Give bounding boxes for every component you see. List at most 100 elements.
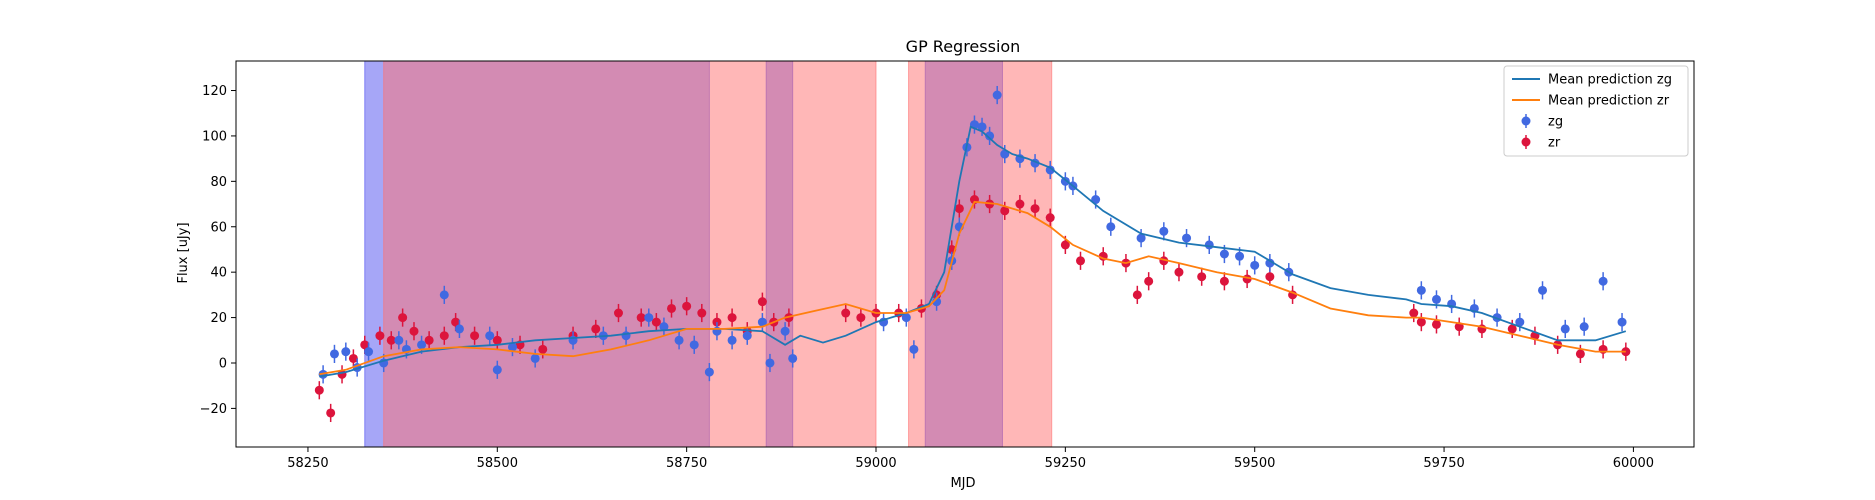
data-point-zg — [1617, 313, 1627, 332]
data-point-zg — [644, 308, 654, 327]
y-axis-label: Flux [uJy] — [176, 222, 191, 283]
y-tick-label: 20 — [210, 311, 227, 326]
data-point-zr — [613, 303, 623, 323]
data-point-zr — [667, 299, 677, 318]
data-point-zr — [1416, 313, 1426, 332]
data-point-zg — [507, 338, 517, 357]
data-point-zg — [674, 331, 684, 350]
x-tick-label: 58250 — [287, 456, 328, 471]
mean-prediction-lines — [319, 125, 1627, 378]
data-point-zr — [1144, 272, 1154, 291]
x-tick-label: 58750 — [666, 456, 707, 471]
data-point-zg — [1416, 281, 1426, 300]
data-point-zg — [780, 322, 790, 341]
data-point-zg — [1538, 281, 1548, 300]
data-point-zg — [1136, 229, 1146, 248]
data-point-zr — [856, 308, 866, 327]
data-point-zg — [1159, 222, 1169, 241]
x-axis: 58250 58500 58750 59000 59250 59500 59750 60000 — [287, 447, 1654, 471]
x-tick-label: 60000 — [1613, 456, 1654, 471]
shaded-region-zr-4 — [908, 60, 1053, 448]
chart-title: GP Regression — [906, 37, 1021, 56]
data-point-zg — [765, 353, 775, 373]
legend-entry: zg — [1521, 114, 1563, 130]
data-point-zr — [1575, 344, 1585, 363]
data-point-zr — [1621, 342, 1631, 361]
data-point-zr — [954, 199, 964, 218]
data-point-zr — [348, 349, 358, 368]
y-tick-label: 0 — [219, 356, 227, 371]
legend-box — [1503, 65, 1689, 157]
line-mean-prediction-zr — [319, 200, 1626, 376]
data-point-zg — [394, 331, 404, 350]
data-point-zg — [1250, 256, 1260, 275]
data-point-zg — [1265, 254, 1275, 273]
data-point-zr — [538, 340, 548, 359]
data-point-zr — [439, 326, 449, 345]
data-point-zr — [492, 331, 502, 350]
data-point-zg — [439, 285, 449, 304]
data-point-zg — [659, 317, 669, 336]
data-point-zg — [1515, 313, 1525, 332]
data-point-zr — [470, 326, 480, 345]
data-point-zr — [651, 313, 661, 332]
data-point-zr — [314, 381, 324, 400]
data-point-zr — [409, 322, 419, 341]
data-point-zr — [1431, 315, 1441, 334]
data-point-zr — [375, 326, 385, 345]
data-point-zg — [689, 335, 699, 354]
data-point-zr — [682, 297, 692, 316]
legend-label: Mean prediction zg — [1548, 73, 1672, 88]
legend-entry: Mean prediction zr — [1512, 94, 1670, 109]
data-point-zr — [1000, 201, 1010, 220]
x-tick-label: 59250 — [1045, 456, 1086, 471]
data-point-zg — [341, 342, 351, 361]
data-point-zr — [1132, 285, 1142, 304]
y-tick-label: −20 — [200, 402, 227, 417]
data-point-zr — [326, 403, 336, 423]
data-point-zr — [1045, 208, 1055, 227]
data-point-zg — [909, 340, 919, 359]
legend-label: zr — [1548, 136, 1561, 151]
data-point-zr — [1409, 303, 1419, 323]
data-point-zg — [901, 308, 911, 327]
y-tick-label: 100 — [202, 129, 227, 144]
data-point-zr — [727, 308, 737, 327]
y-tick-label: 80 — [210, 175, 227, 190]
data-point-zr — [757, 292, 767, 311]
y-axis: −20 0 20 40 60 80 100 120 — [200, 84, 236, 417]
shaded-regions — [364, 60, 1053, 448]
plot-frame — [235, 60, 1695, 448]
data-point-zr — [841, 303, 851, 323]
data-point-zr — [424, 331, 434, 350]
data-point-zg — [454, 319, 464, 339]
y-tick-label: 40 — [210, 266, 227, 281]
zg-points — [318, 85, 1627, 384]
data-point-zr — [1030, 199, 1040, 218]
data-point-zg — [1598, 272, 1608, 291]
data-point-zr — [697, 303, 707, 323]
x-tick-label: 59500 — [1234, 456, 1275, 471]
legend-label: Mean prediction zr — [1548, 94, 1670, 109]
data-point-zr — [1076, 251, 1086, 270]
x-axis-label: MJD — [950, 476, 975, 491]
y-tick-label: 120 — [202, 84, 227, 99]
legend: Mean prediction zg Mean prediction zr zg zr — [1503, 65, 1689, 157]
data-point-zg — [485, 326, 495, 345]
data-point-zg — [992, 85, 1002, 105]
y-tick-label: 60 — [210, 220, 227, 235]
data-point-zg — [1560, 319, 1570, 339]
data-point-zg — [530, 349, 540, 368]
data-point-zg — [1579, 317, 1589, 336]
data-point-zr — [591, 319, 601, 339]
data-point-zg — [704, 362, 714, 382]
data-point-zg — [727, 331, 737, 350]
data-point-zr — [1219, 272, 1229, 291]
data-point-zr — [398, 308, 408, 327]
legend-entry: zr — [1521, 135, 1561, 151]
data-point-zg — [329, 344, 339, 363]
data-point-zg — [788, 349, 798, 368]
x-tick-label: 58500 — [477, 456, 518, 471]
data-point-zr — [386, 331, 396, 350]
x-tick-label: 59750 — [1423, 456, 1464, 471]
